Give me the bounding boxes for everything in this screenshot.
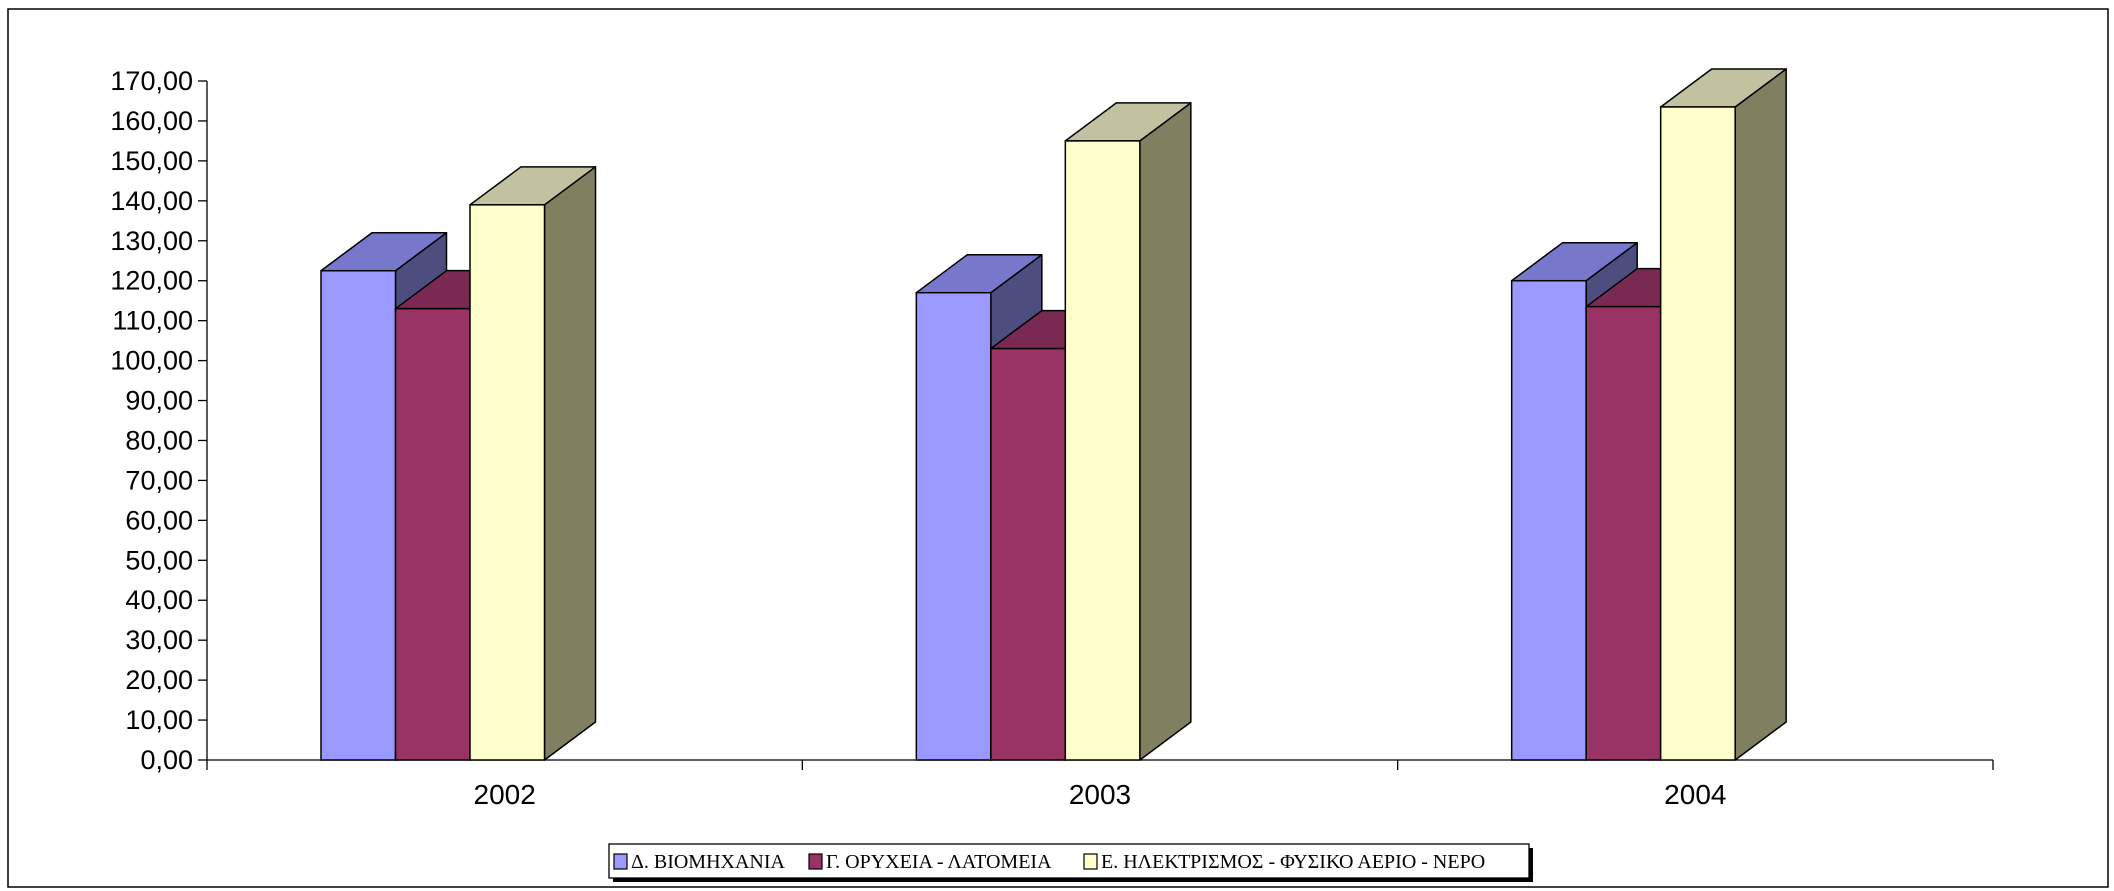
bars [320,68,1787,761]
legend-swatch [1083,853,1098,870]
bar-front-face [990,347,1067,761]
legend-swatch [613,853,628,870]
legend-swatch [808,853,823,870]
bar-2004-series-3 [1659,68,1787,761]
y-tick-label: 100,00 [110,346,193,376]
legend-box [608,843,1530,879]
x-category-label: 2002 [474,779,536,810]
y-tick-label: 170,00 [110,66,193,96]
y-tick-label: 60,00 [125,505,193,535]
bar-side-face [1139,102,1192,761]
y-tick-label: 110,00 [112,306,193,336]
y-tick-label: 90,00 [125,386,193,416]
y-tick-label: 80,00 [125,425,193,455]
legend-entry: Γ. ΟΡΥΧΕΙΑ - ΛΑΤΟΜΕΙΑ [826,851,1052,873]
legend-entry: Δ. ΒΙΟΜΗΧΑΝΙΑ [631,851,786,873]
bar-front-face [915,291,992,761]
y-tick-label: 140,00 [110,186,193,216]
y-tick-label: 50,00 [125,545,193,575]
bar-front-face [469,204,546,761]
bar-front-face [1064,140,1141,761]
bar-front-face [1510,279,1587,761]
y-tick-label: 120,00 [110,266,193,296]
x-category-label: 2003 [1069,779,1131,810]
bar-2002-series-3 [469,166,597,761]
x-category-label: 2004 [1664,779,1726,810]
x-axis-labels: 2002 2003 2004 [474,779,1727,810]
y-tick-label: 40,00 [125,585,193,615]
y-tick-label: 0,00 [140,745,193,775]
y-tick-label: 160,00 [110,106,193,136]
y-tick-label: 30,00 [125,625,193,655]
bar-front-face [1659,106,1736,761]
bar-2003-series-3 [1064,102,1192,761]
bar-front-face [320,269,397,761]
bar-front-face [394,307,471,761]
bar-side-face [1734,68,1787,761]
y-tick-label: 10,00 [125,705,193,735]
y-tick-label: 130,00 [110,226,193,256]
y-tick-label: 20,00 [125,665,193,695]
legend-entry: Ε. ΗΛΕΚΤΡΙΣΜΟΣ - ΦΥΣΙΚΟ ΑΕΡΙΟ - ΝΕΡΟ [1101,851,1485,873]
y-tick-label: 150,00 [110,146,193,176]
bar-front-face [1585,305,1662,761]
y-tick-label: 70,00 [125,465,193,495]
bar-side-face [543,166,597,761]
legend: Δ. ΒΙΟΜΗΧΑΝΙΑ Γ. ΟΡΥΧΕΙΑ - ΛΑΤΟΜΕΙΑ Ε. ΗΛΕ… [608,843,1533,882]
